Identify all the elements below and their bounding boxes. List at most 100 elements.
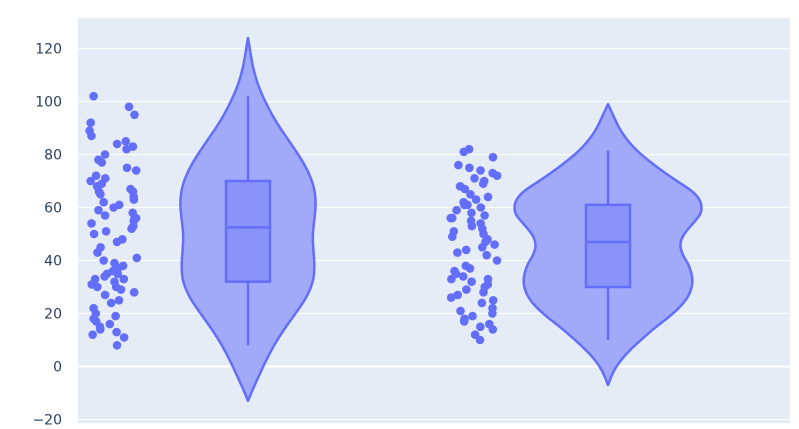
data-point [492, 256, 502, 265]
data-point [459, 317, 469, 326]
data-point [116, 285, 126, 294]
data-point [112, 139, 122, 149]
data-point [94, 205, 103, 215]
data-point [447, 274, 456, 284]
data-point [482, 250, 492, 260]
data-point [112, 341, 122, 350]
data-point [127, 224, 136, 233]
trace-2 [446, 102, 703, 387]
data-point [453, 248, 462, 257]
data-point [476, 166, 485, 175]
y-tick-label: 40 [44, 254, 62, 270]
data-point [100, 211, 110, 220]
data-point [446, 213, 456, 223]
trace-1 [85, 36, 317, 403]
data-point [478, 243, 487, 252]
data-point [478, 179, 488, 188]
data-point [100, 290, 110, 300]
data-point [87, 131, 96, 141]
data-point [462, 285, 471, 294]
data-point [452, 205, 461, 215]
data-point [468, 311, 477, 321]
data-point [100, 150, 110, 159]
box-iqr [584, 203, 632, 289]
data-point [453, 290, 463, 300]
data-point [113, 269, 122, 279]
data-point [119, 274, 129, 284]
data-point [97, 158, 107, 167]
data-point [488, 296, 498, 305]
data-point [488, 325, 498, 334]
data-point [96, 190, 105, 199]
data-point [99, 197, 108, 207]
data-point [131, 166, 141, 175]
data-point [476, 203, 486, 212]
data-point [91, 171, 101, 180]
box-iqr [224, 179, 272, 283]
data-point [477, 298, 487, 308]
data-point [465, 264, 475, 273]
data-point [93, 282, 102, 292]
data-point [459, 147, 469, 157]
data-point [89, 91, 98, 101]
data-point [488, 152, 498, 162]
y-axis-tick-labels: 120 100 80 60 40 20 0 −20 [32, 42, 62, 429]
data-point [124, 102, 134, 112]
data-point [467, 208, 476, 218]
data-point [446, 293, 456, 302]
data-point [132, 253, 142, 263]
data-point [492, 171, 502, 180]
data-point [471, 195, 481, 204]
y-tick-label: 20 [44, 307, 62, 323]
data-point [114, 296, 124, 305]
data-point [460, 184, 470, 194]
data-point [476, 322, 485, 332]
data-point [129, 195, 139, 204]
data-point [479, 288, 488, 297]
data-point [88, 330, 97, 340]
y-tick-label: 100 [35, 95, 62, 111]
data-point [86, 176, 95, 186]
data-point [490, 240, 499, 249]
y-tick-label: 0 [53, 360, 62, 376]
traces [85, 36, 703, 403]
data-point [111, 311, 120, 321]
y-tick-label: 120 [35, 42, 62, 58]
data-point [122, 144, 131, 154]
data-point [106, 298, 116, 308]
data-point [467, 277, 476, 287]
data-point [112, 327, 121, 337]
data-point [454, 160, 463, 170]
data-point [129, 288, 139, 297]
data-point [448, 232, 457, 241]
data-point [470, 174, 479, 183]
data-point [119, 333, 129, 342]
data-point [483, 192, 493, 202]
data-point [466, 190, 475, 199]
y-tick-label: −20 [32, 413, 62, 429]
data-point [130, 110, 139, 120]
data-point [488, 309, 497, 318]
y-tick-label: 80 [44, 148, 62, 164]
data-point [458, 272, 468, 281]
data-point [467, 221, 477, 231]
data-point [122, 163, 132, 173]
data-point [105, 319, 115, 329]
data-point [460, 200, 469, 210]
data-point [93, 248, 102, 257]
data-point [86, 118, 95, 127]
data-point [99, 256, 108, 265]
data-point [101, 227, 111, 236]
data-point [109, 203, 118, 212]
y-tick-label: 60 [44, 201, 62, 217]
data-point [112, 237, 122, 247]
data-point [89, 229, 99, 239]
data-point [121, 137, 131, 146]
data-point [461, 245, 471, 255]
data-point [465, 163, 474, 173]
data-point [96, 325, 105, 334]
data-point [87, 219, 96, 228]
data-point [100, 272, 109, 281]
data-point [480, 211, 489, 220]
